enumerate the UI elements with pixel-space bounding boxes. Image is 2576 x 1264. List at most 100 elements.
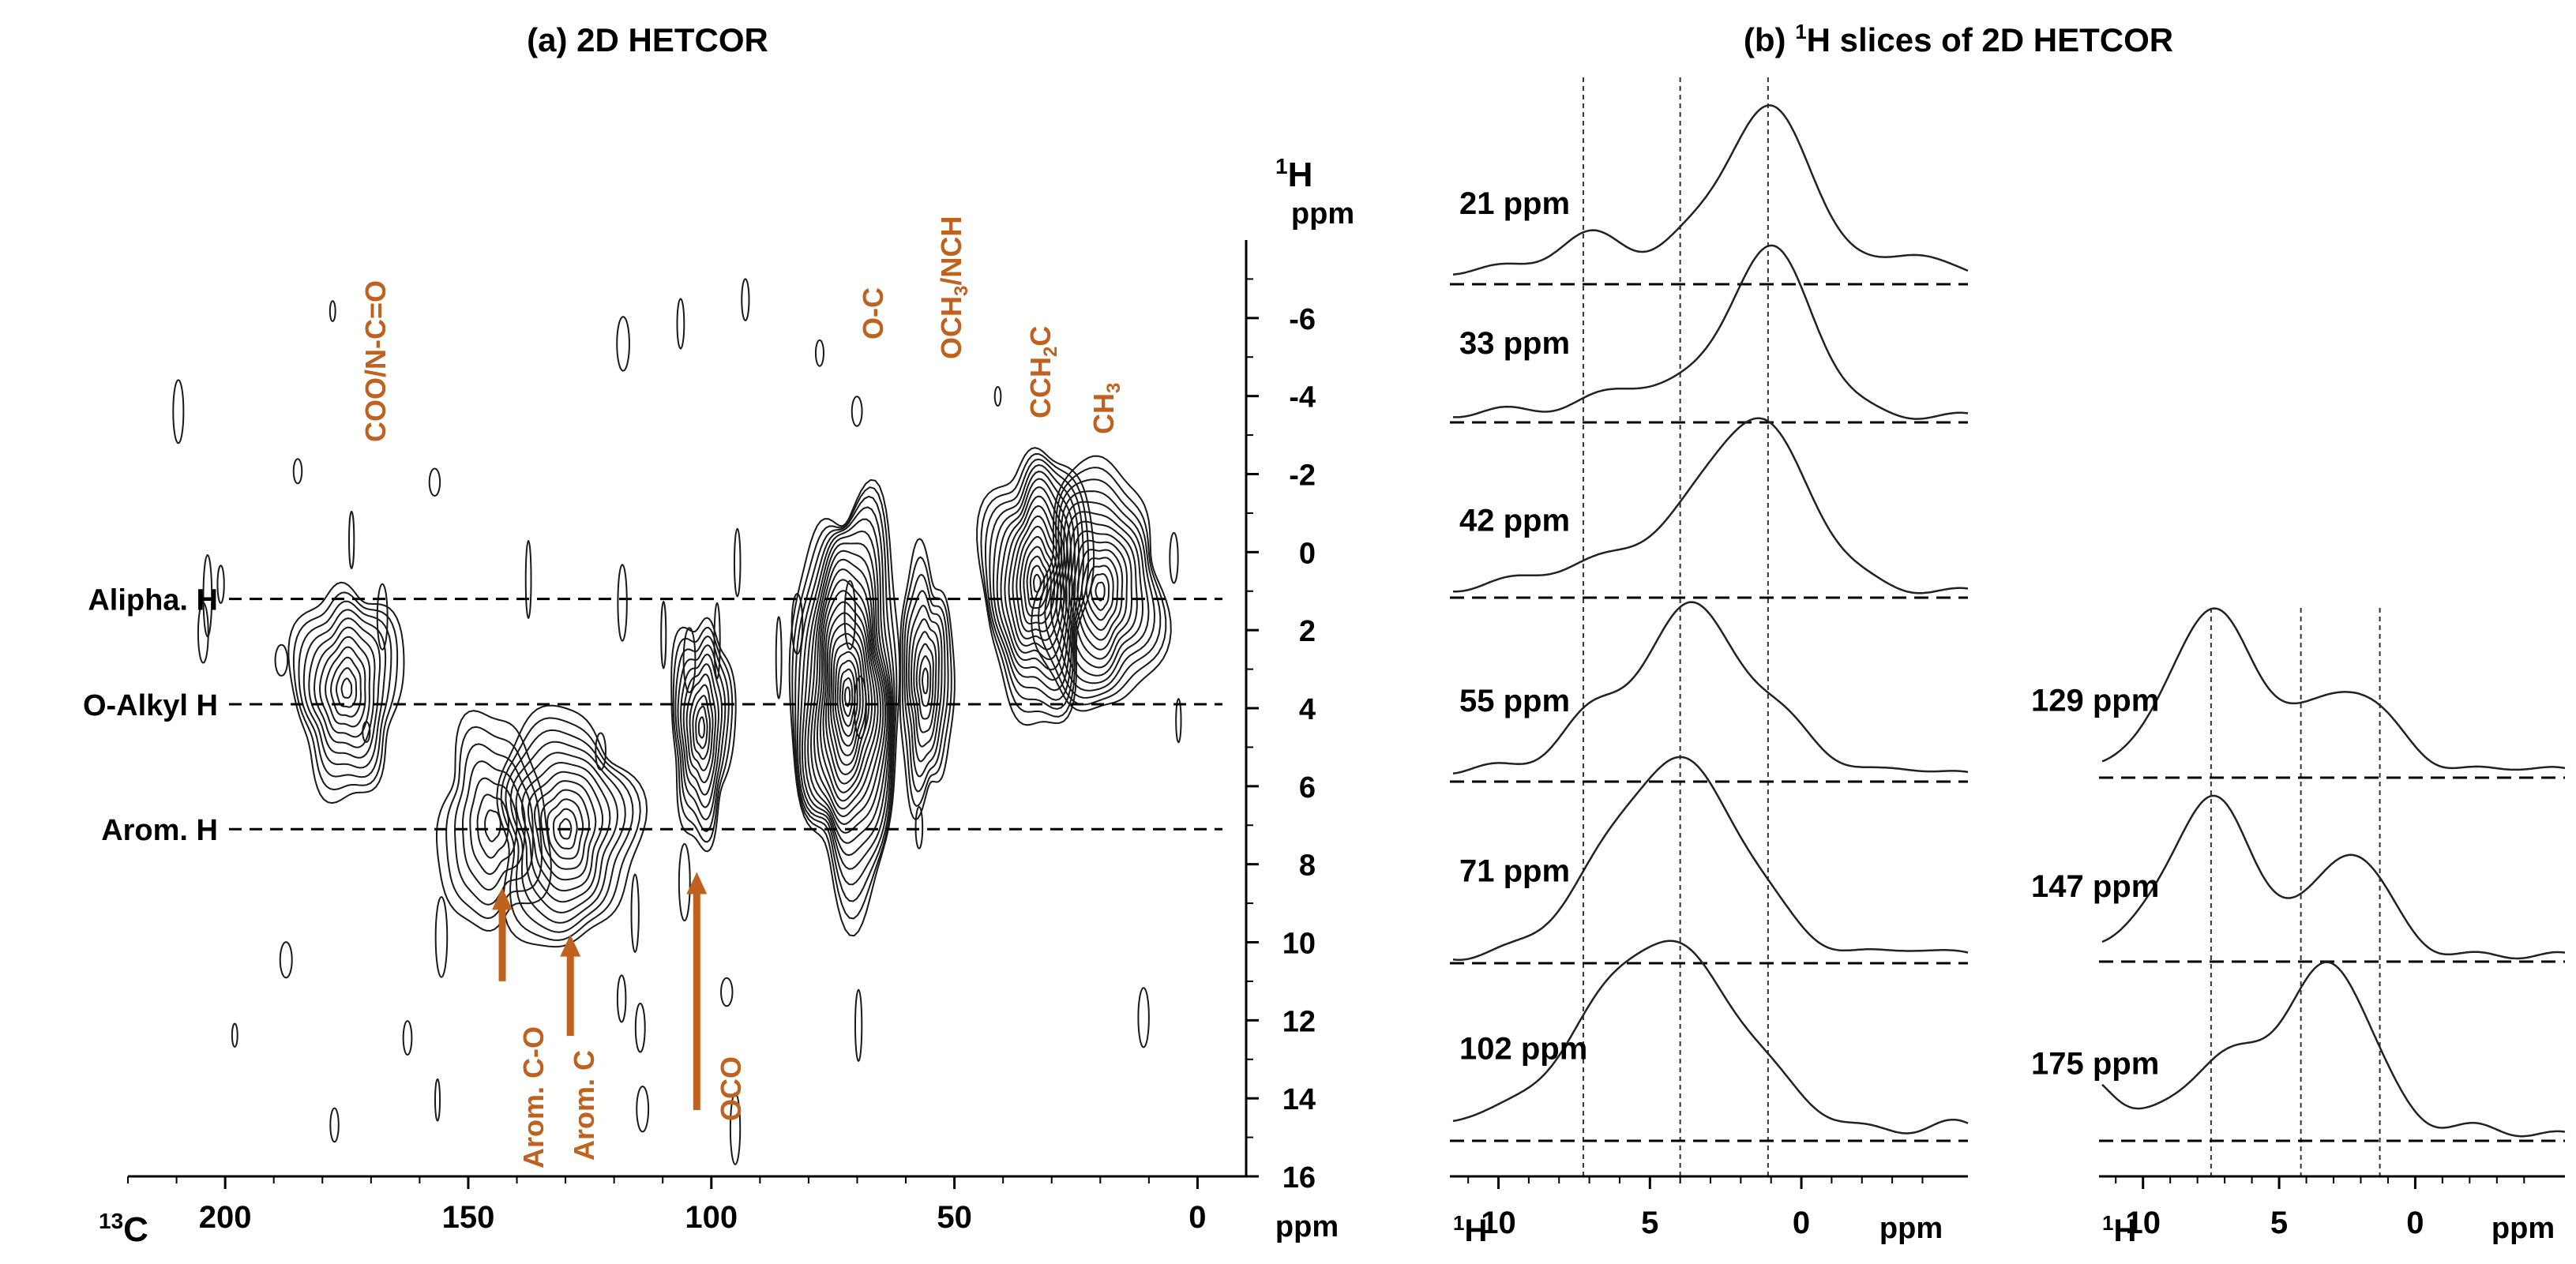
label-och3-nch: OCH3/NCH xyxy=(935,216,972,359)
contour-line xyxy=(1004,495,1068,661)
contour-line xyxy=(1026,555,1049,609)
contour-line xyxy=(1076,549,1124,641)
noise-contour xyxy=(616,316,630,372)
contour-line xyxy=(533,780,597,881)
slice-label: 21 ppm xyxy=(1459,186,1570,221)
proton-slices: 21 ppm 33 ppm 42 ppm 55 ppm 71 ppm 102 ppm 129… xyxy=(1450,104,2566,1142)
contour-line xyxy=(899,538,956,821)
contour-line xyxy=(834,651,862,747)
y-axis-unit: ppm xyxy=(1291,197,1354,231)
noise-contour xyxy=(524,539,532,620)
noise-contour xyxy=(616,974,627,1023)
slice-curve xyxy=(2101,607,2566,771)
contour-line xyxy=(520,761,611,903)
contour-line xyxy=(1008,504,1065,651)
label-arom-co: Arom. C-O xyxy=(517,1026,550,1168)
contour-line xyxy=(313,626,376,748)
noise-contour xyxy=(741,278,750,321)
contour-line xyxy=(796,506,894,886)
contour-line xyxy=(980,452,1090,718)
x-tick-label: 200 xyxy=(199,1200,252,1235)
contour-line xyxy=(905,590,946,778)
contour-line xyxy=(832,642,864,756)
noise-contour xyxy=(854,988,863,1063)
slice-label: 71 ppm xyxy=(1459,853,1570,888)
contour-line xyxy=(985,458,1084,711)
x-axis-unit: ppm xyxy=(1275,1210,1339,1243)
noise-contour xyxy=(636,1086,650,1133)
slice-trace: 147 ppm xyxy=(2031,794,2566,963)
noise-contours xyxy=(172,278,1182,1165)
slice-x-label-right: 1H xyxy=(2102,1211,2136,1248)
peak-contours xyxy=(436,710,552,932)
y-tick-label: 14 xyxy=(1282,1083,1316,1116)
contour-line xyxy=(903,573,949,793)
slice-trace: 42 ppm xyxy=(1450,417,1969,599)
contour-line xyxy=(697,716,706,739)
noise-contour xyxy=(851,396,863,427)
peak-contours xyxy=(496,704,648,948)
contour-line xyxy=(907,605,943,763)
slice-x-tick-label: 5 xyxy=(2270,1206,2288,1240)
assignment-arrow-head xyxy=(560,934,581,957)
noise-contour xyxy=(172,379,185,444)
slice-x-label-left: 1H xyxy=(1453,1211,1487,1248)
contour-line xyxy=(1055,501,1150,685)
noise-contour xyxy=(376,583,389,651)
contour-line xyxy=(798,518,892,870)
contour-line xyxy=(922,667,929,695)
contour-line xyxy=(839,668,856,727)
noise-contour xyxy=(720,977,734,1007)
contour-line xyxy=(1085,564,1114,621)
x-tick-label: 150 xyxy=(442,1200,495,1235)
noise-contour xyxy=(682,627,697,693)
slice-x-unit-right: ppm xyxy=(2492,1212,2555,1245)
panel-b-title: (b) 1H slices of 2D HETCOR xyxy=(1744,20,2173,58)
slice-x-tick-label: 0 xyxy=(1793,1206,1810,1240)
x-tick-label: 50 xyxy=(937,1200,972,1235)
contour-line xyxy=(679,653,723,808)
contour-line xyxy=(841,677,854,718)
noise-contour xyxy=(713,602,721,680)
peak-contours xyxy=(1031,455,1172,712)
y-axis-label: 1H xyxy=(1275,154,1312,194)
noise-contour xyxy=(676,298,685,350)
noise-contour xyxy=(434,1078,441,1122)
contour-line xyxy=(913,631,937,733)
slice-trace: 71 ppm xyxy=(1450,756,1969,965)
proton-reference-lines: Alipha. H O-Alkyl H Arom. H xyxy=(83,584,1222,847)
contour-line xyxy=(298,600,392,778)
contour-line xyxy=(695,705,708,749)
peak-contours xyxy=(899,538,956,821)
contour-line xyxy=(672,627,734,843)
noise-contour xyxy=(733,527,742,598)
contour-line xyxy=(335,667,358,708)
y-tick-label: -2 xyxy=(1289,459,1316,493)
panel-b: (b) 1H slices of 2D HETCOR 21 ppm 33 ppm 4… xyxy=(1450,20,2566,1248)
slice-trace: 33 ppm xyxy=(1450,244,1969,424)
contour-line xyxy=(318,636,371,738)
contour-line xyxy=(1031,455,1172,712)
slice-trace: 102 ppm xyxy=(1450,940,1969,1142)
proton-reference-label: Alipha. H xyxy=(88,584,218,617)
y-tick-label: -4 xyxy=(1289,381,1316,414)
noise-contour xyxy=(814,339,824,367)
assignment-arrow-head xyxy=(492,887,513,910)
y-tick-label: 16 xyxy=(1282,1161,1316,1195)
contour-line xyxy=(836,659,858,737)
contour-line xyxy=(801,530,892,857)
x-tick-label: 100 xyxy=(685,1200,738,1235)
noise-contour xyxy=(853,675,867,739)
peak-contours xyxy=(670,617,737,853)
noise-contour xyxy=(790,593,804,655)
contour-line xyxy=(989,463,1080,701)
slice-x-tick-label: 10 xyxy=(2125,1206,2161,1240)
slice-label: 55 ppm xyxy=(1459,684,1570,718)
contour-line xyxy=(788,478,901,937)
slice-curve xyxy=(2101,794,2566,960)
y-tick-label: 8 xyxy=(1299,850,1316,883)
slice-x-ticks-left: 10 5 0 xyxy=(1467,1176,1924,1240)
y-tick-label: 12 xyxy=(1282,1005,1316,1038)
contour-line xyxy=(469,777,518,876)
